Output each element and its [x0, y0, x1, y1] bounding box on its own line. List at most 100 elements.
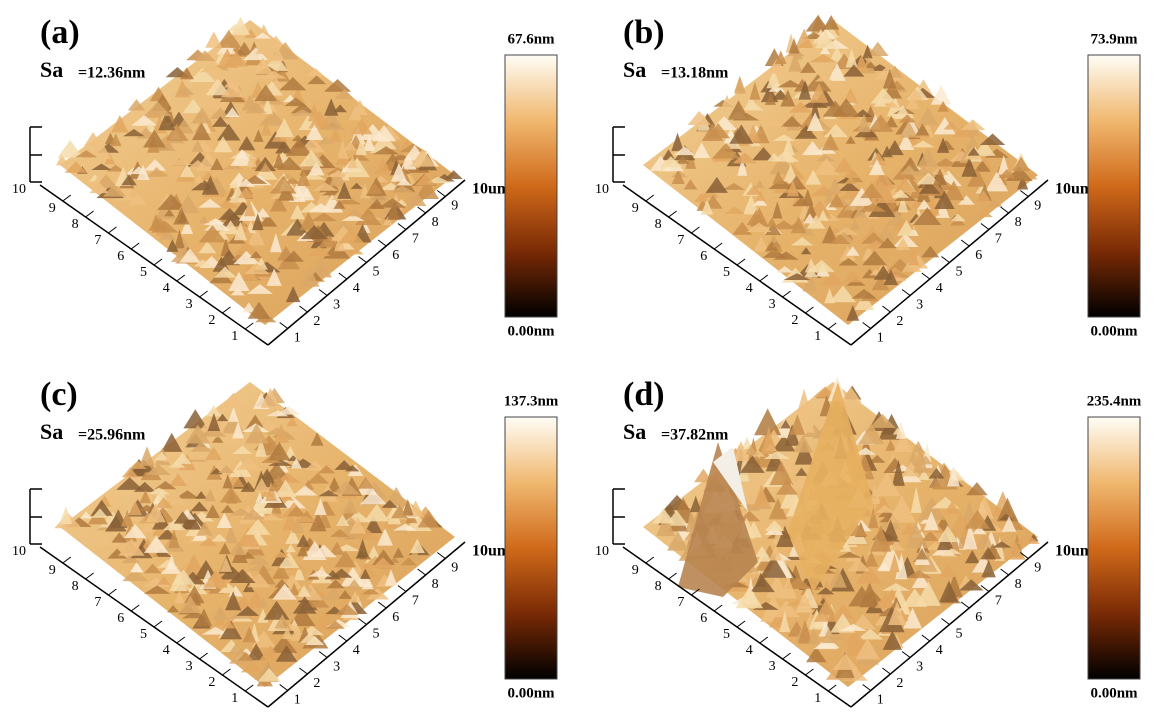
tick [782, 290, 791, 298]
surface-peak [683, 179, 698, 190]
surface-peak [194, 50, 216, 61]
surface-peak [991, 541, 1012, 548]
surface-peak [307, 75, 327, 85]
surface-peak [308, 569, 332, 577]
tick [941, 256, 950, 263]
tick-label: 4 [353, 643, 360, 658]
surface-peak [205, 446, 223, 461]
colorbar-min: 0.00nm [507, 685, 555, 701]
tick-label: 7 [677, 233, 684, 248]
surface-peak [845, 135, 856, 144]
surface-peak [834, 227, 859, 235]
surface-peak [414, 173, 436, 186]
tick [244, 684, 254, 692]
surface-peak [111, 115, 129, 133]
tick-label: 4 [353, 281, 360, 296]
tick-label: 2 [313, 314, 320, 329]
surface-peak [254, 32, 272, 39]
surface-peak [384, 569, 398, 586]
surface-peak [310, 257, 332, 278]
tick [668, 210, 677, 218]
surface-peak [405, 191, 427, 206]
surface-peak [169, 494, 187, 505]
surface-peak [341, 214, 365, 221]
surface-peak [258, 597, 269, 607]
surface-peak [852, 206, 868, 219]
surface-peak [722, 183, 746, 190]
tick [338, 634, 348, 642]
surface-peak [236, 527, 261, 547]
surface-peak [790, 237, 814, 246]
surface-peak [289, 582, 300, 596]
surface-peak [735, 586, 764, 609]
surface-peak [882, 69, 897, 89]
surface-peak [361, 587, 380, 595]
surface-peak [270, 635, 298, 653]
surface-peak [220, 504, 235, 513]
surface-peak [253, 129, 264, 142]
surface-peak [739, 455, 765, 473]
tick [397, 585, 407, 592]
surface-peak [938, 563, 958, 577]
surface-peak [888, 601, 907, 626]
tick [736, 258, 746, 266]
surface-peak [799, 61, 817, 73]
surface-peak [91, 163, 112, 171]
surface-peak [366, 183, 383, 195]
surface-peak [275, 645, 298, 662]
surface-peak [290, 457, 302, 469]
surface-peak [818, 209, 829, 221]
surface-peak [752, 147, 775, 161]
surface-peak [244, 28, 258, 39]
surface-peak [746, 209, 766, 226]
z-axis [29, 126, 42, 183]
tick [222, 306, 231, 314]
sa-value: =25.96nm [78, 427, 146, 444]
surface-peak [886, 101, 899, 108]
surface-peak [123, 129, 145, 137]
surface-peak [738, 510, 761, 522]
surface-peak [867, 114, 894, 132]
surface-peak [278, 178, 292, 192]
tick-label: 9 [49, 563, 56, 578]
surface-peak [754, 546, 770, 557]
surface-peak [905, 570, 933, 579]
surface-peak [374, 156, 392, 175]
surface-ridge [713, 447, 748, 512]
z-axis [612, 126, 625, 183]
surface-peak [128, 500, 142, 516]
surface-peak [286, 505, 307, 517]
surface-peak [344, 465, 360, 472]
colorbar-max: 73.9nm [1090, 31, 1138, 47]
surface-peak [973, 160, 991, 172]
tick [358, 618, 367, 625]
tick [318, 651, 328, 658]
surface-peak [843, 64, 865, 77]
surface-peak [877, 509, 896, 518]
tick-label: 7 [995, 594, 1002, 609]
surface-peak [985, 171, 1009, 192]
surface-peak [179, 67, 194, 80]
surface-peak [218, 207, 241, 220]
tick-label: 6 [700, 611, 707, 626]
tick-label: 5 [956, 265, 963, 280]
surface-ridge [788, 382, 873, 592]
surface-peak [356, 538, 369, 558]
surface-peak [218, 583, 239, 593]
surface-peak [173, 511, 192, 524]
surface-peak [276, 406, 301, 415]
tick-label: 6 [975, 610, 982, 625]
tick [1019, 552, 1029, 559]
surface-peak [961, 157, 978, 177]
surface-peak [195, 491, 207, 499]
sa-value: =37.82nm [661, 427, 729, 444]
surface-peak [766, 58, 788, 74]
surface-peak [179, 163, 195, 178]
surface-peak [306, 472, 330, 484]
surface-peak [285, 544, 296, 553]
surface-peak [861, 232, 886, 244]
surface-peak [285, 286, 301, 303]
surface-peak [805, 15, 831, 32]
tick-label: 7 [995, 232, 1002, 247]
